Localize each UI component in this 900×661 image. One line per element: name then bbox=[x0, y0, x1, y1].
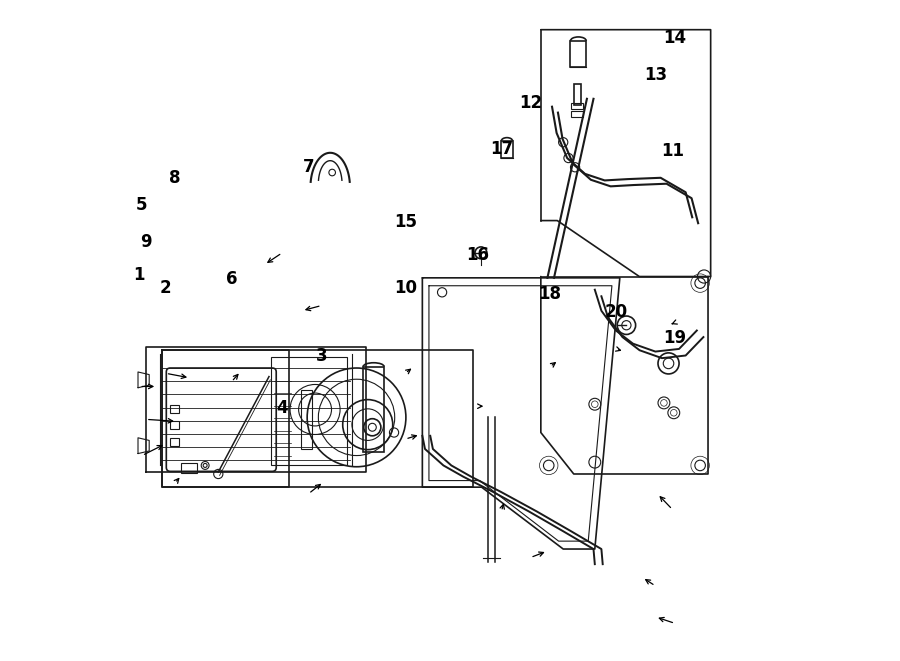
Text: 5: 5 bbox=[136, 196, 148, 214]
Text: 1: 1 bbox=[133, 266, 145, 284]
Bar bbox=[573, 84, 581, 104]
Bar bbox=[169, 405, 179, 412]
Text: 13: 13 bbox=[644, 66, 667, 84]
Text: 4: 4 bbox=[276, 399, 288, 417]
Bar bbox=[572, 102, 583, 109]
Text: 10: 10 bbox=[393, 279, 417, 297]
Text: 15: 15 bbox=[393, 213, 417, 231]
Text: 8: 8 bbox=[169, 169, 181, 187]
Text: 11: 11 bbox=[661, 143, 684, 161]
Text: 14: 14 bbox=[663, 28, 687, 46]
Bar bbox=[571, 41, 586, 67]
Text: 9: 9 bbox=[140, 233, 152, 251]
Bar bbox=[169, 438, 179, 446]
Text: 19: 19 bbox=[663, 329, 687, 348]
Text: 2: 2 bbox=[160, 279, 172, 297]
Bar bbox=[572, 110, 583, 117]
Bar bbox=[363, 367, 384, 452]
Bar bbox=[182, 463, 197, 473]
Bar bbox=[501, 141, 512, 158]
Bar bbox=[271, 357, 346, 465]
Text: 6: 6 bbox=[226, 270, 238, 288]
Text: 17: 17 bbox=[490, 141, 513, 159]
Text: 16: 16 bbox=[466, 246, 489, 264]
Text: 20: 20 bbox=[604, 303, 627, 321]
Text: 3: 3 bbox=[316, 346, 328, 364]
Text: 18: 18 bbox=[538, 286, 562, 303]
Bar bbox=[301, 390, 312, 449]
Text: 12: 12 bbox=[518, 95, 542, 112]
Text: 7: 7 bbox=[302, 158, 314, 176]
Bar bbox=[169, 421, 179, 429]
